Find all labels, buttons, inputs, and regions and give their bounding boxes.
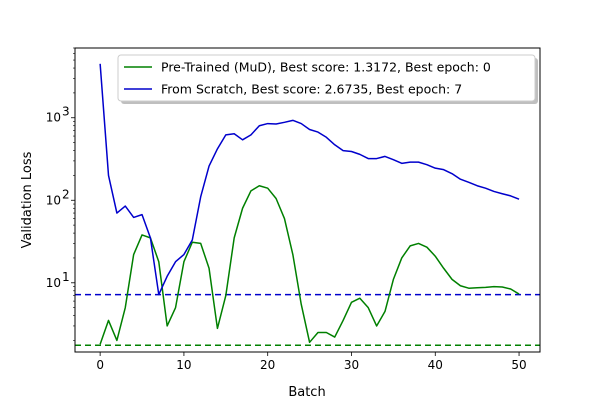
x-tick-label: 40 xyxy=(428,358,443,372)
legend: Pre-Trained (MuD), Best score: 1.3172, B… xyxy=(117,54,538,104)
x-tick-label: 0 xyxy=(96,358,104,372)
y-axis-label: Validation Loss xyxy=(20,151,35,248)
series-line-0 xyxy=(99,184,520,345)
x-tick-label: 50 xyxy=(511,358,526,372)
y-tick-exponent: 2 xyxy=(62,187,70,201)
y-tick-label: 10 xyxy=(46,276,61,290)
y-tick-label: 10 xyxy=(46,193,61,207)
y-tick-label: 10 xyxy=(46,111,61,125)
x-tick-label: 30 xyxy=(344,358,359,372)
y-tick-exponent: 3 xyxy=(62,105,70,119)
x-tick-label: 20 xyxy=(260,358,275,372)
series-line-1 xyxy=(99,63,520,296)
legend-label-scratch: From Scratch, Best score: 2.6735, Best e… xyxy=(161,82,462,97)
x-axis-label: Batch xyxy=(288,385,325,400)
legend-label-pretrained: Pre-Trained (MuD), Best score: 1.3172, B… xyxy=(161,60,491,75)
x-tick-label: 10 xyxy=(176,358,191,372)
y-tick-exponent: 1 xyxy=(62,270,70,284)
plot-area xyxy=(75,63,540,347)
legend-box xyxy=(117,54,536,102)
